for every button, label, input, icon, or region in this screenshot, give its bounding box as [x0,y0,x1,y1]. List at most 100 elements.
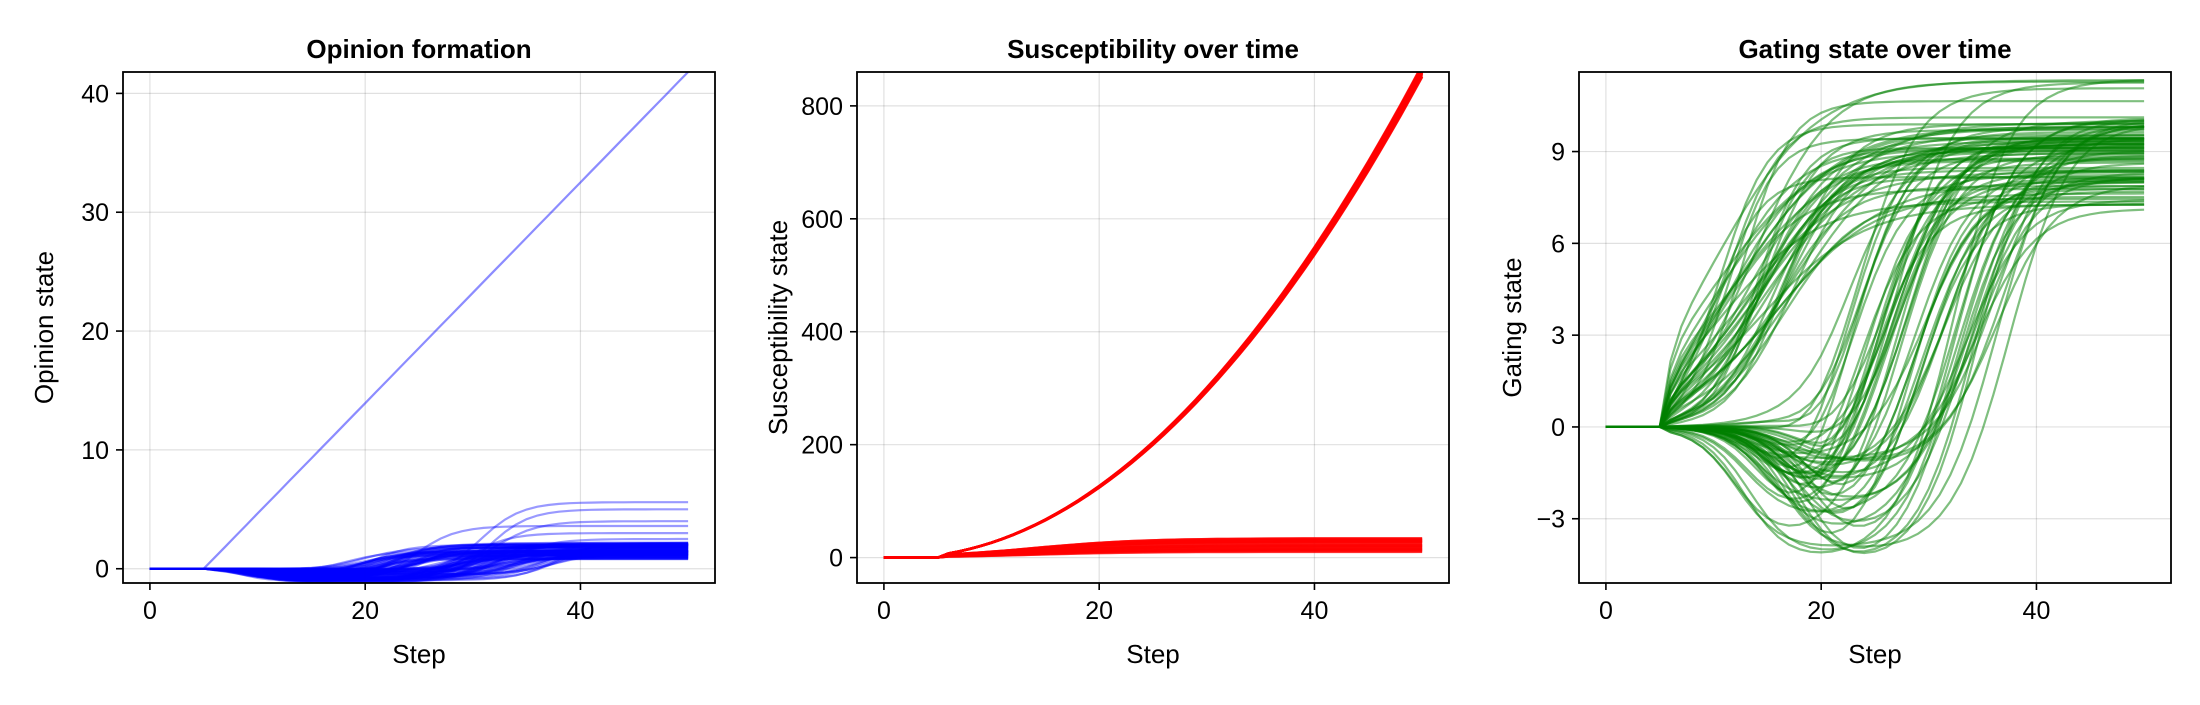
series-line [149,549,689,580]
y-axis-label: Opinion state [29,251,59,404]
series-line [883,548,1423,559]
series-line [149,544,689,574]
series-line [883,549,1423,559]
series-line [149,546,689,577]
series-line [883,72,1423,559]
series-line [883,544,1423,559]
series-line [149,551,689,581]
series-line [883,545,1423,559]
series-line [883,72,1424,559]
series-line [883,540,1423,559]
series-line [883,544,1423,559]
series-line [149,537,689,574]
series-line [1605,177,2145,479]
series-line [149,551,689,581]
series-line [883,537,1423,559]
series-line [149,541,689,582]
series-line [149,557,689,574]
series-line [883,542,1423,559]
series-line [883,539,1423,559]
series-line [149,550,689,578]
series-line [1605,169,2145,428]
series-line [883,73,1424,559]
series-line [149,548,689,580]
y-tick-label: 30 [81,199,109,227]
series-line [149,544,689,583]
series-line [883,72,1424,559]
series-line [883,72,1424,559]
series-line [149,544,689,580]
series-line [883,539,1423,559]
series-lines [883,72,1424,559]
series-line [149,549,689,583]
series-line [883,542,1423,559]
series-line [149,545,689,571]
y-tick-label: 9 [1551,139,1565,167]
series-line [149,549,689,574]
series-line [883,540,1423,559]
series-line [149,543,689,573]
series-line [883,72,1420,559]
series-line [883,537,1423,559]
series-line [149,552,689,580]
series-line [883,72,1424,559]
series-line [883,72,1421,559]
series-line [149,543,689,580]
series-line [149,546,689,574]
series-line [149,547,689,571]
series-line [883,542,1423,559]
y-tick-label: 0 [95,556,109,584]
series-line [883,76,1424,559]
series-line [149,557,689,572]
series-line [149,555,689,583]
series-line [1605,149,2145,428]
series-line [883,547,1423,559]
series-line [149,549,689,575]
series-line [883,542,1423,559]
series-line [1605,146,2145,428]
series-line [149,557,689,583]
series-line [1605,171,2145,428]
series-line [149,543,689,582]
series-line [883,72,1421,559]
series-line [883,537,1423,559]
series-line [883,76,1424,559]
series-line [1605,187,2145,428]
series-line [883,75,1424,559]
series-line [1605,179,2145,480]
y-tick-label: 6 [1551,230,1565,258]
series-line [1605,133,2145,428]
y-tick-label: 200 [801,432,843,460]
y-tick-label: 3 [1551,322,1565,350]
chart-title: Gating state over time [1738,34,2011,64]
series-line [883,541,1423,559]
series-line [883,73,1424,559]
series-line [149,549,689,580]
series-line [149,544,689,581]
series-line [1605,138,2145,428]
series-line [149,551,689,571]
series-line [883,72,1421,559]
series-line [149,553,689,571]
series-line [149,556,689,580]
series-line [883,545,1423,559]
series-line [883,74,1424,559]
series-line [883,72,1420,559]
y-tick-label: −3 [1536,506,1565,534]
series-line [149,556,689,579]
series-line [149,542,689,576]
series-line [149,543,689,579]
series-line [883,544,1423,559]
series-line [883,544,1423,559]
x-tick-label: 0 [877,597,891,625]
series-line [883,546,1423,559]
series-line [1605,116,2145,428]
series-line [883,72,1424,559]
series-line [149,542,689,576]
series-line [883,540,1423,559]
series-line [149,541,689,581]
series-line [149,552,689,580]
series-line [883,540,1423,559]
series-line [883,72,1424,559]
series-line [883,72,1424,559]
